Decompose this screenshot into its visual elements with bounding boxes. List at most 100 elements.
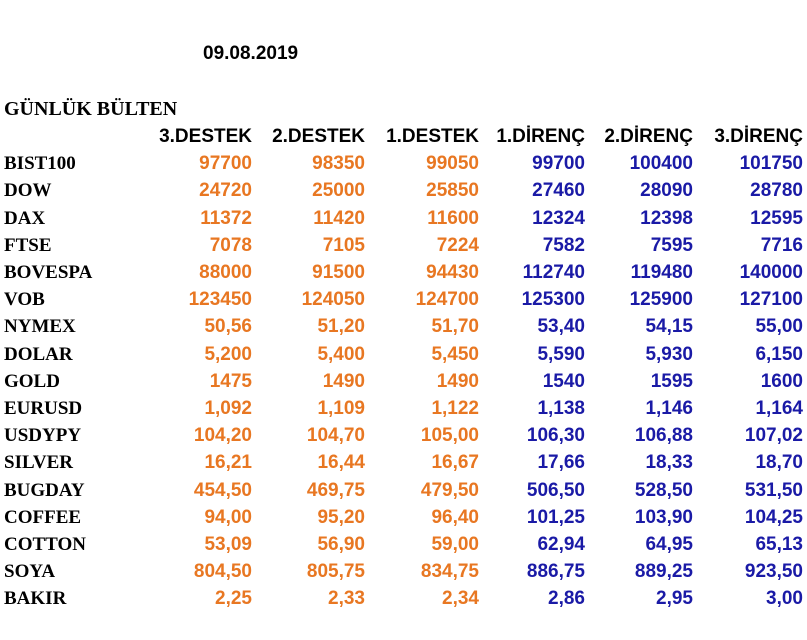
support-3-value: 804,50 [193, 561, 252, 583]
resistance-3-value: 140000 [739, 262, 803, 284]
resistance-2-value: 528,50 [634, 479, 693, 501]
support-3-value: 11372 [200, 207, 252, 229]
resistance-1-value: 101,25 [526, 506, 585, 528]
bulletin-title: GÜNLÜK BÜLTEN [4, 98, 178, 120]
resistance-3-value: 531,50 [744, 479, 803, 501]
resistance-3-value: 65,13 [755, 534, 803, 556]
resistance-2-value: 125900 [629, 289, 693, 311]
resistance-2-value: 106,88 [634, 425, 693, 447]
support-1-value: 124700 [415, 289, 479, 311]
instrument-name: BOVESPA [4, 262, 93, 284]
support-2-value: 5,400 [317, 343, 365, 365]
instrument-name: GOLD [4, 370, 60, 392]
resistance-1-value: 62,94 [537, 534, 585, 556]
resistance-1-value: 506,50 [526, 479, 585, 501]
support-2-value: 805,75 [306, 561, 365, 583]
resistance-2-value: 12398 [640, 207, 693, 229]
support-3-value: 94,00 [204, 506, 252, 528]
header-resistance-3: 3.DİRENÇ [714, 126, 803, 147]
instrument-name: BIST100 [4, 153, 76, 175]
support-3-value: 5,200 [204, 343, 252, 365]
table-row: EURUSD 1,092 1,109 1,122 1,138 1,146 1,164 [0, 395, 807, 422]
resistance-1-value: 1,138 [537, 398, 585, 420]
support-2-value: 2,33 [328, 588, 365, 610]
resistance-2-value: 103,90 [634, 506, 693, 528]
support-3-value: 50,56 [204, 316, 252, 338]
instrument-name: DOW [4, 180, 52, 202]
support-2-value: 16,44 [317, 452, 365, 474]
support-3-value: 123450 [188, 289, 252, 311]
instrument-name: USDYPY [4, 425, 82, 447]
support-2-value: 1,109 [317, 398, 365, 420]
resistance-3-value: 7716 [760, 234, 803, 256]
support-1-value: 25850 [426, 180, 479, 202]
header-resistance-2: 2.DİRENÇ [604, 126, 693, 147]
levels-table-body: BIST100 97700 98350 99050 99700 100400 101750 D… [0, 150, 807, 612]
support-1-value: 96,40 [431, 506, 479, 528]
table-row: DOW 24720 25000 25850 27460 28090 28780 [0, 177, 807, 204]
instrument-name: BUGDAY [4, 479, 85, 501]
resistance-1-value: 27460 [532, 180, 585, 202]
support-2-value: 56,90 [317, 534, 365, 556]
resistance-1-value: 12324 [532, 207, 585, 229]
support-3-value: 104,20 [193, 425, 252, 447]
support-1-value: 11600 [427, 207, 479, 229]
support-3-value: 88000 [199, 262, 252, 284]
table-row: SOYA 804,50 805,75 834,75 886,75 889,25 923,50 [0, 558, 807, 585]
table-row: BIST100 97700 98350 99050 99700 100400 101750 [0, 150, 807, 177]
support-3-value: 97700 [199, 153, 252, 175]
resistance-2-value: 889,25 [634, 561, 693, 583]
levels-table: 3.DESTEK 2.DESTEK 1.DESTEK 1.DİRENÇ 2.Dİ… [0, 123, 807, 613]
support-1-value: 59,00 [431, 534, 479, 556]
support-1-value: 5,450 [431, 343, 479, 365]
table-row: USDYPY 104,20 104,70 105,00 106,30 106,88 107,… [0, 422, 807, 449]
table-row: BUGDAY 454,50 469,75 479,50 506,50 528,50 531,… [0, 477, 807, 504]
support-1-value: 1490 [436, 370, 479, 392]
table-row: VOB 123450 124050 124700 125300 125900 127100 [0, 286, 807, 313]
resistance-2-value: 1595 [650, 370, 693, 392]
table-row: DOLAR 5,200 5,400 5,450 5,590 5,930 6,150 [0, 341, 807, 368]
resistance-2-value: 1,146 [645, 398, 693, 420]
instrument-name: COTTON [4, 534, 87, 556]
resistance-3-value: 12595 [750, 207, 803, 229]
resistance-3-value: 3,00 [766, 588, 803, 610]
bulletin-date: 09.08.2019 [203, 43, 299, 64]
resistance-2-value: 18,33 [645, 452, 693, 474]
instrument-name: FTSE [4, 234, 52, 256]
instrument-name: DOLAR [4, 343, 73, 365]
resistance-2-value: 7595 [650, 234, 693, 256]
support-3-value: 16,21 [204, 452, 252, 474]
instrument-name: SILVER [4, 452, 74, 474]
table-row: FTSE 7078 7105 7224 7582 7595 7716 [0, 232, 807, 259]
instrument-name: DAX [4, 207, 46, 229]
support-1-value: 834,75 [420, 561, 479, 583]
support-1-value: 94430 [426, 262, 479, 284]
support-3-value: 53,09 [204, 534, 252, 556]
support-2-value: 98350 [312, 153, 365, 175]
resistance-2-value: 100400 [629, 153, 693, 175]
support-2-value: 95,20 [317, 506, 365, 528]
header-support-1: 1.DESTEK [386, 126, 479, 147]
support-3-value: 1475 [209, 370, 252, 392]
resistance-1-value: 17,66 [537, 452, 585, 474]
support-2-value: 51,20 [317, 316, 365, 338]
support-2-value: 469,75 [306, 479, 365, 501]
header-support-2: 2.DESTEK [272, 126, 365, 147]
instrument-name: EURUSD [4, 398, 83, 420]
table-row: GOLD 1475 1490 1490 1540 1595 1600 [0, 368, 807, 395]
resistance-1-value: 53,40 [537, 316, 585, 338]
support-3-value: 1,092 [204, 398, 252, 420]
support-2-value: 104,70 [306, 425, 365, 447]
table-row: DAX 11372 11420 11600 12324 12398 12595 [0, 205, 807, 232]
resistance-3-value: 18,70 [755, 452, 803, 474]
support-3-value: 24720 [199, 180, 252, 202]
resistance-1-value: 106,30 [526, 425, 585, 447]
support-1-value: 99050 [426, 153, 479, 175]
resistance-1-value: 886,75 [526, 561, 585, 583]
resistance-3-value: 28780 [750, 180, 803, 202]
support-1-value: 16,67 [431, 452, 479, 474]
header-support-3: 3.DESTEK [159, 126, 252, 147]
table-row: BAKIR 2,25 2,33 2,34 2,86 2,95 3,00 [0, 585, 807, 612]
support-2-value: 25000 [312, 180, 365, 202]
resistance-1-value: 99700 [532, 153, 585, 175]
